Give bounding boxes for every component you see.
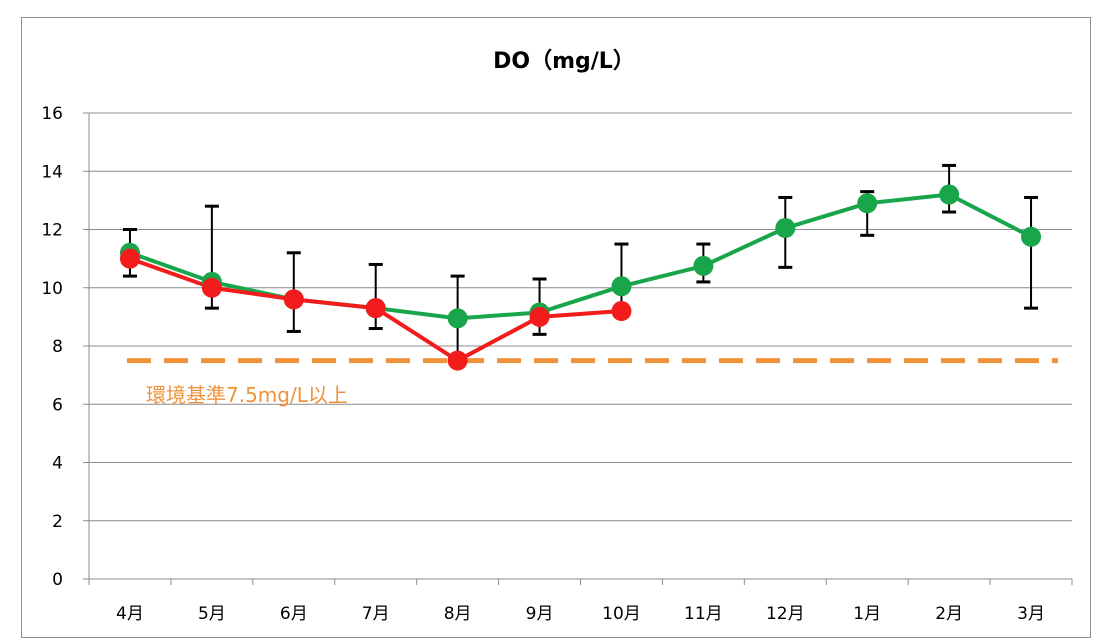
series-2-point-3 [283, 289, 304, 310]
reference-line-label: 環境基準7.5mg/L以上 [146, 383, 348, 407]
x-tick-label-10: 1月 [853, 604, 881, 624]
x-tick-label-12: 3月 [1017, 604, 1045, 624]
y-tick-label-0: 0 [52, 570, 63, 590]
x-tick-label-6: 9月 [526, 604, 554, 624]
y-tick-label-12: 12 [41, 221, 63, 241]
x-tick-labels: 4月 5月 6月 7月 8月 9月 10月 11月 12月 1月 2月 3月 [116, 604, 1045, 624]
y-tick-label-2: 2 [52, 512, 63, 532]
chart-frame [21, 17, 1091, 638]
y-tick-label-8: 8 [52, 337, 63, 357]
series-1-point-12 [1021, 226, 1042, 247]
series-2-point-7 [611, 301, 632, 322]
series-1-point-5 [447, 308, 468, 329]
x-tick-label-3: 6月 [280, 604, 308, 624]
y-tick-label-16: 16 [41, 104, 63, 124]
series-group [119, 184, 1042, 371]
x-tick-label-2: 5月 [198, 604, 226, 624]
series-2-point-6 [529, 306, 550, 327]
series-1-point-10 [857, 193, 878, 214]
axes [83, 112, 1073, 585]
y-tick-label-10: 10 [41, 279, 63, 299]
series-1-point-11 [939, 184, 960, 205]
y-tick-label-4: 4 [52, 454, 63, 474]
series-1-point-9 [775, 218, 796, 239]
x-tick-label-8: 11月 [684, 604, 723, 624]
series-1-line [129, 192, 1032, 321]
x-tick-label-11: 2月 [935, 604, 963, 624]
x-tick-label-7: 10月 [602, 604, 641, 624]
x-tick-label-9: 12月 [766, 604, 805, 624]
series-1-point-8 [693, 255, 714, 276]
y-tick-label-6: 6 [52, 395, 63, 415]
x-tick-label-1: 4月 [116, 604, 144, 624]
x-tick-label-4: 7月 [362, 604, 390, 624]
error-bars [122, 163, 1039, 363]
chart-title: DO（mg/L） [493, 49, 635, 74]
y-tick-labels: 0 2 4 6 8 10 12 14 16 [41, 104, 63, 590]
gridlines [89, 112, 1072, 522]
series-2-point-5 [447, 350, 468, 371]
series-2-point-2 [201, 277, 222, 298]
series-1-point-7 [611, 276, 632, 297]
x-tick-label-5: 8月 [444, 604, 472, 624]
series-2-point-4 [365, 298, 386, 319]
series-2-point-1 [119, 248, 140, 269]
y-tick-label-14: 14 [41, 162, 63, 182]
